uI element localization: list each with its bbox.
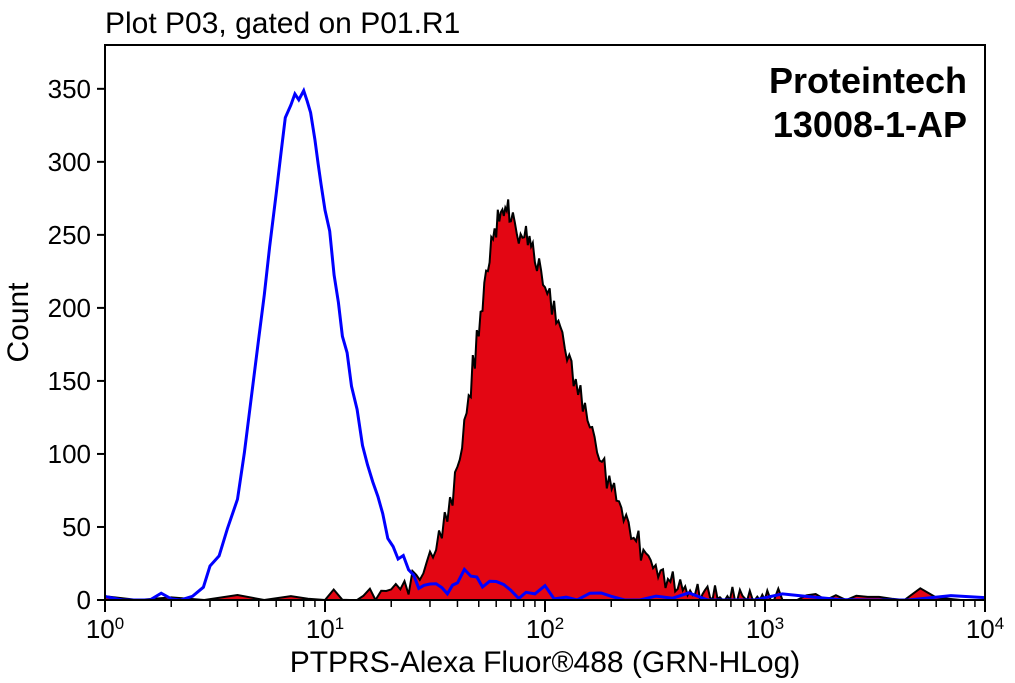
x-axis-label: PTPRS-Alexa Fluor®488 (GRN-HLog) xyxy=(290,646,801,679)
flow-cytometry-histogram: 0 50 100 150 200 250 300 350 100 101 102 103 104 Coun… xyxy=(0,0,1015,683)
ytick-label: 0 xyxy=(77,585,91,615)
xtick-label: 102 xyxy=(526,614,564,645)
xtick-label: 100 xyxy=(86,614,124,645)
ytick-label: 50 xyxy=(62,512,91,542)
annotation-brand: Proteintech xyxy=(769,60,967,101)
xtick-label: 104 xyxy=(966,614,1004,645)
ytick-label: 350 xyxy=(48,74,91,104)
plot-title: Plot P03, gated on P01.R1 xyxy=(105,7,460,40)
xtick-label: 103 xyxy=(746,614,784,645)
annotation-catalog: 13008-1-AP xyxy=(773,104,967,145)
ytick-label: 150 xyxy=(48,366,91,396)
ytick-label: 300 xyxy=(48,147,91,177)
ytick-label: 100 xyxy=(48,439,91,469)
ytick-label: 250 xyxy=(48,220,91,250)
chart-svg: 0 50 100 150 200 250 300 350 100 101 102 103 104 Coun… xyxy=(0,0,1015,683)
y-axis-label: Count xyxy=(2,282,35,363)
ytick-label: 200 xyxy=(48,293,91,323)
xtick-label: 101 xyxy=(306,614,344,645)
